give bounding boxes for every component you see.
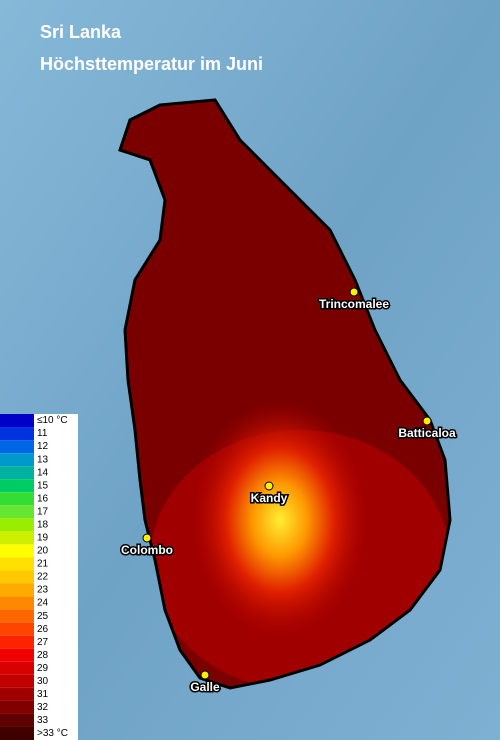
city-dot	[200, 670, 210, 680]
legend-swatch	[0, 557, 34, 571]
legend-swatch	[0, 661, 34, 675]
legend-label: 30	[37, 676, 49, 687]
legend-label: 26	[37, 624, 49, 635]
legend-label: 20	[37, 546, 49, 557]
legend-swatch	[0, 440, 34, 454]
legend-swatch	[0, 544, 34, 558]
legend-swatch	[0, 479, 34, 493]
legend-label: 25	[37, 611, 49, 622]
legend-swatch	[0, 427, 34, 441]
city-dot	[142, 533, 152, 543]
legend-label: 17	[37, 506, 49, 517]
legend-label: 14	[37, 467, 49, 478]
legend-label: ≤10 °C	[37, 415, 68, 426]
legend-swatch	[0, 674, 34, 688]
legend-label: 23	[37, 585, 49, 596]
legend-swatch	[0, 609, 34, 623]
map-subtitle: Höchsttemperatur im Juni	[40, 54, 263, 74]
city-label: Galle	[190, 680, 220, 694]
legend-label: 28	[37, 650, 49, 661]
city-label: Trincomalee	[319, 297, 389, 311]
legend-label: 18	[37, 519, 49, 530]
cities: Trincomalee Batticaloa Kandy Colombo Galle	[120, 287, 457, 696]
legend-swatch	[0, 713, 34, 727]
legend-label: 32	[37, 702, 49, 713]
legend-swatch	[0, 492, 34, 506]
legend-swatch	[0, 414, 34, 428]
legend-swatch	[0, 648, 34, 662]
city-label: Kandy	[251, 491, 288, 505]
city-dot	[349, 287, 359, 297]
legend-swatch	[0, 531, 34, 545]
legend-swatch	[0, 596, 34, 610]
legend: ≤10 °C 11 12 13 14 15 16 17 18 19 20 21 22 23 24 25 26 27…	[0, 414, 78, 740]
legend-swatch	[0, 505, 34, 519]
legend-swatch	[0, 466, 34, 480]
city-dot	[422, 416, 432, 426]
legend-swatch	[0, 518, 34, 532]
legend-label: 13	[37, 454, 49, 465]
legend-label: 22	[37, 572, 49, 583]
legend-swatch	[0, 726, 34, 740]
legend-label: 11	[37, 428, 48, 439]
legend-label: 12	[37, 441, 49, 452]
legend-label: 29	[37, 663, 49, 674]
legend-label: 21	[37, 559, 49, 570]
legend-label: 33	[37, 715, 49, 726]
legend-swatch	[0, 687, 34, 701]
legend-label: 15	[37, 480, 49, 491]
legend-swatch	[0, 635, 34, 649]
legend-label: >33 °C	[37, 728, 68, 739]
legend-label: 19	[37, 533, 49, 544]
legend-swatch	[0, 583, 34, 597]
legend-swatch	[0, 453, 34, 467]
city-dot	[264, 481, 274, 491]
legend-label: 16	[37, 493, 49, 504]
legend-swatch	[0, 570, 34, 584]
legend-swatch	[0, 622, 34, 636]
city-label: Batticaloa	[398, 426, 456, 440]
legend-label: 27	[37, 637, 49, 648]
legend-label: 31	[37, 689, 49, 700]
legend-label: 24	[37, 598, 49, 609]
legend-swatch	[0, 700, 34, 714]
city-label: Colombo	[121, 543, 173, 557]
map-title: Sri Lanka	[40, 22, 122, 42]
